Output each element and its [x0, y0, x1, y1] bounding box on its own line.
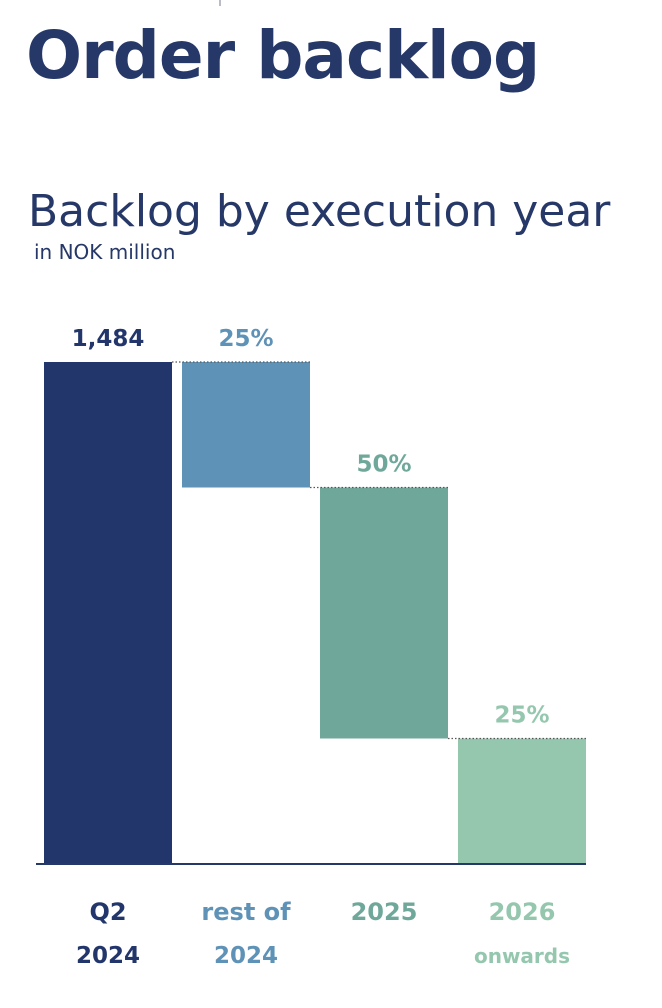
chart-subtitle: in NOK million — [34, 240, 176, 264]
bar-3 — [458, 738, 586, 864]
page-title: Order backlog — [26, 17, 540, 94]
tick-label-0-line1: Q2 — [89, 898, 126, 926]
data-label-3: 25% — [494, 703, 549, 729]
tick-label-3-line2: onwards — [474, 944, 570, 968]
data-label-1: 25% — [218, 326, 273, 352]
bar-2 — [320, 487, 448, 739]
bar-0 — [44, 362, 172, 864]
tick-label-1-line1: rest of — [201, 898, 291, 926]
tick-label-2-line1: 2025 — [351, 898, 418, 926]
tick-label-1-line2: 2024 — [214, 943, 278, 969]
data-label-0: 1,484 — [72, 326, 145, 352]
tick-label-0-line2: 2024 — [76, 943, 140, 969]
chart-title: Backlog by execution year — [28, 186, 611, 237]
tick-label-3-line1: 2026 — [489, 898, 556, 926]
data-label-2: 50% — [356, 452, 411, 478]
bar-1 — [182, 362, 310, 488]
decorative-tick — [219, 0, 221, 6]
